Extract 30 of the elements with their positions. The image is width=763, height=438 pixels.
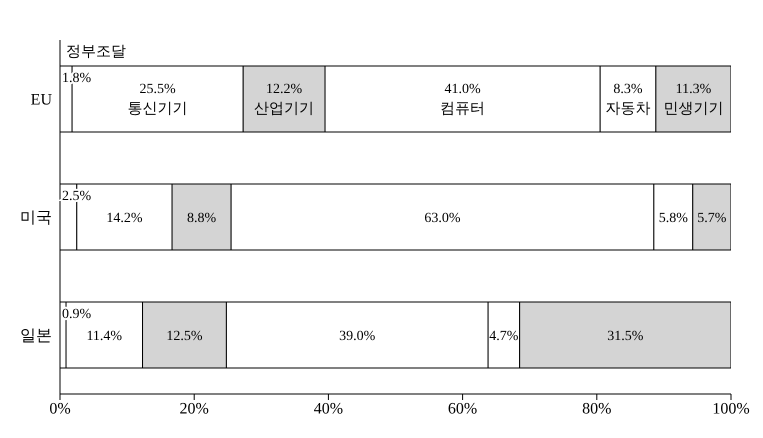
x-tick-label: 80% xyxy=(582,400,612,418)
data-label: 5.7% xyxy=(697,210,727,226)
data-label: 8.3% xyxy=(613,82,643,97)
x-tick-label: 60% xyxy=(448,400,478,418)
series-label: 산업기기 xyxy=(254,100,314,117)
series-label: 자동차 xyxy=(606,100,650,117)
data-label: 11.4% xyxy=(86,328,122,344)
data-label: 41.0% xyxy=(444,82,482,97)
x-tick-label: 0% xyxy=(49,400,71,418)
data-label: 31.5% xyxy=(607,328,644,344)
data-label: 4.7% xyxy=(489,328,519,344)
data-label: 8.8% xyxy=(186,210,216,226)
series-label: 정부조달 xyxy=(66,44,126,60)
data-label: 11.3% xyxy=(676,82,712,97)
series-label: 민생기기 xyxy=(663,100,724,117)
data-label: 63.0% xyxy=(424,210,461,226)
x-tick-label: 20% xyxy=(180,400,209,418)
y-tick-label: 일본 xyxy=(20,328,52,345)
y-tick-label: EU xyxy=(30,92,52,109)
x-tick-label: 40% xyxy=(314,400,344,418)
data-label: 14.2% xyxy=(106,210,143,226)
data-label: 39.0% xyxy=(339,328,376,344)
y-tick-label: 미국 xyxy=(20,210,52,227)
data-label: 25.5% xyxy=(140,82,176,97)
data-label: 12.5% xyxy=(166,328,203,344)
series-label: 통신기기 xyxy=(128,100,188,117)
data-label: 5.8% xyxy=(658,210,688,226)
data-label: 12.2% xyxy=(266,82,303,97)
x-tick-label: 100% xyxy=(712,400,750,418)
series-label: 컴퓨터 xyxy=(440,100,486,117)
